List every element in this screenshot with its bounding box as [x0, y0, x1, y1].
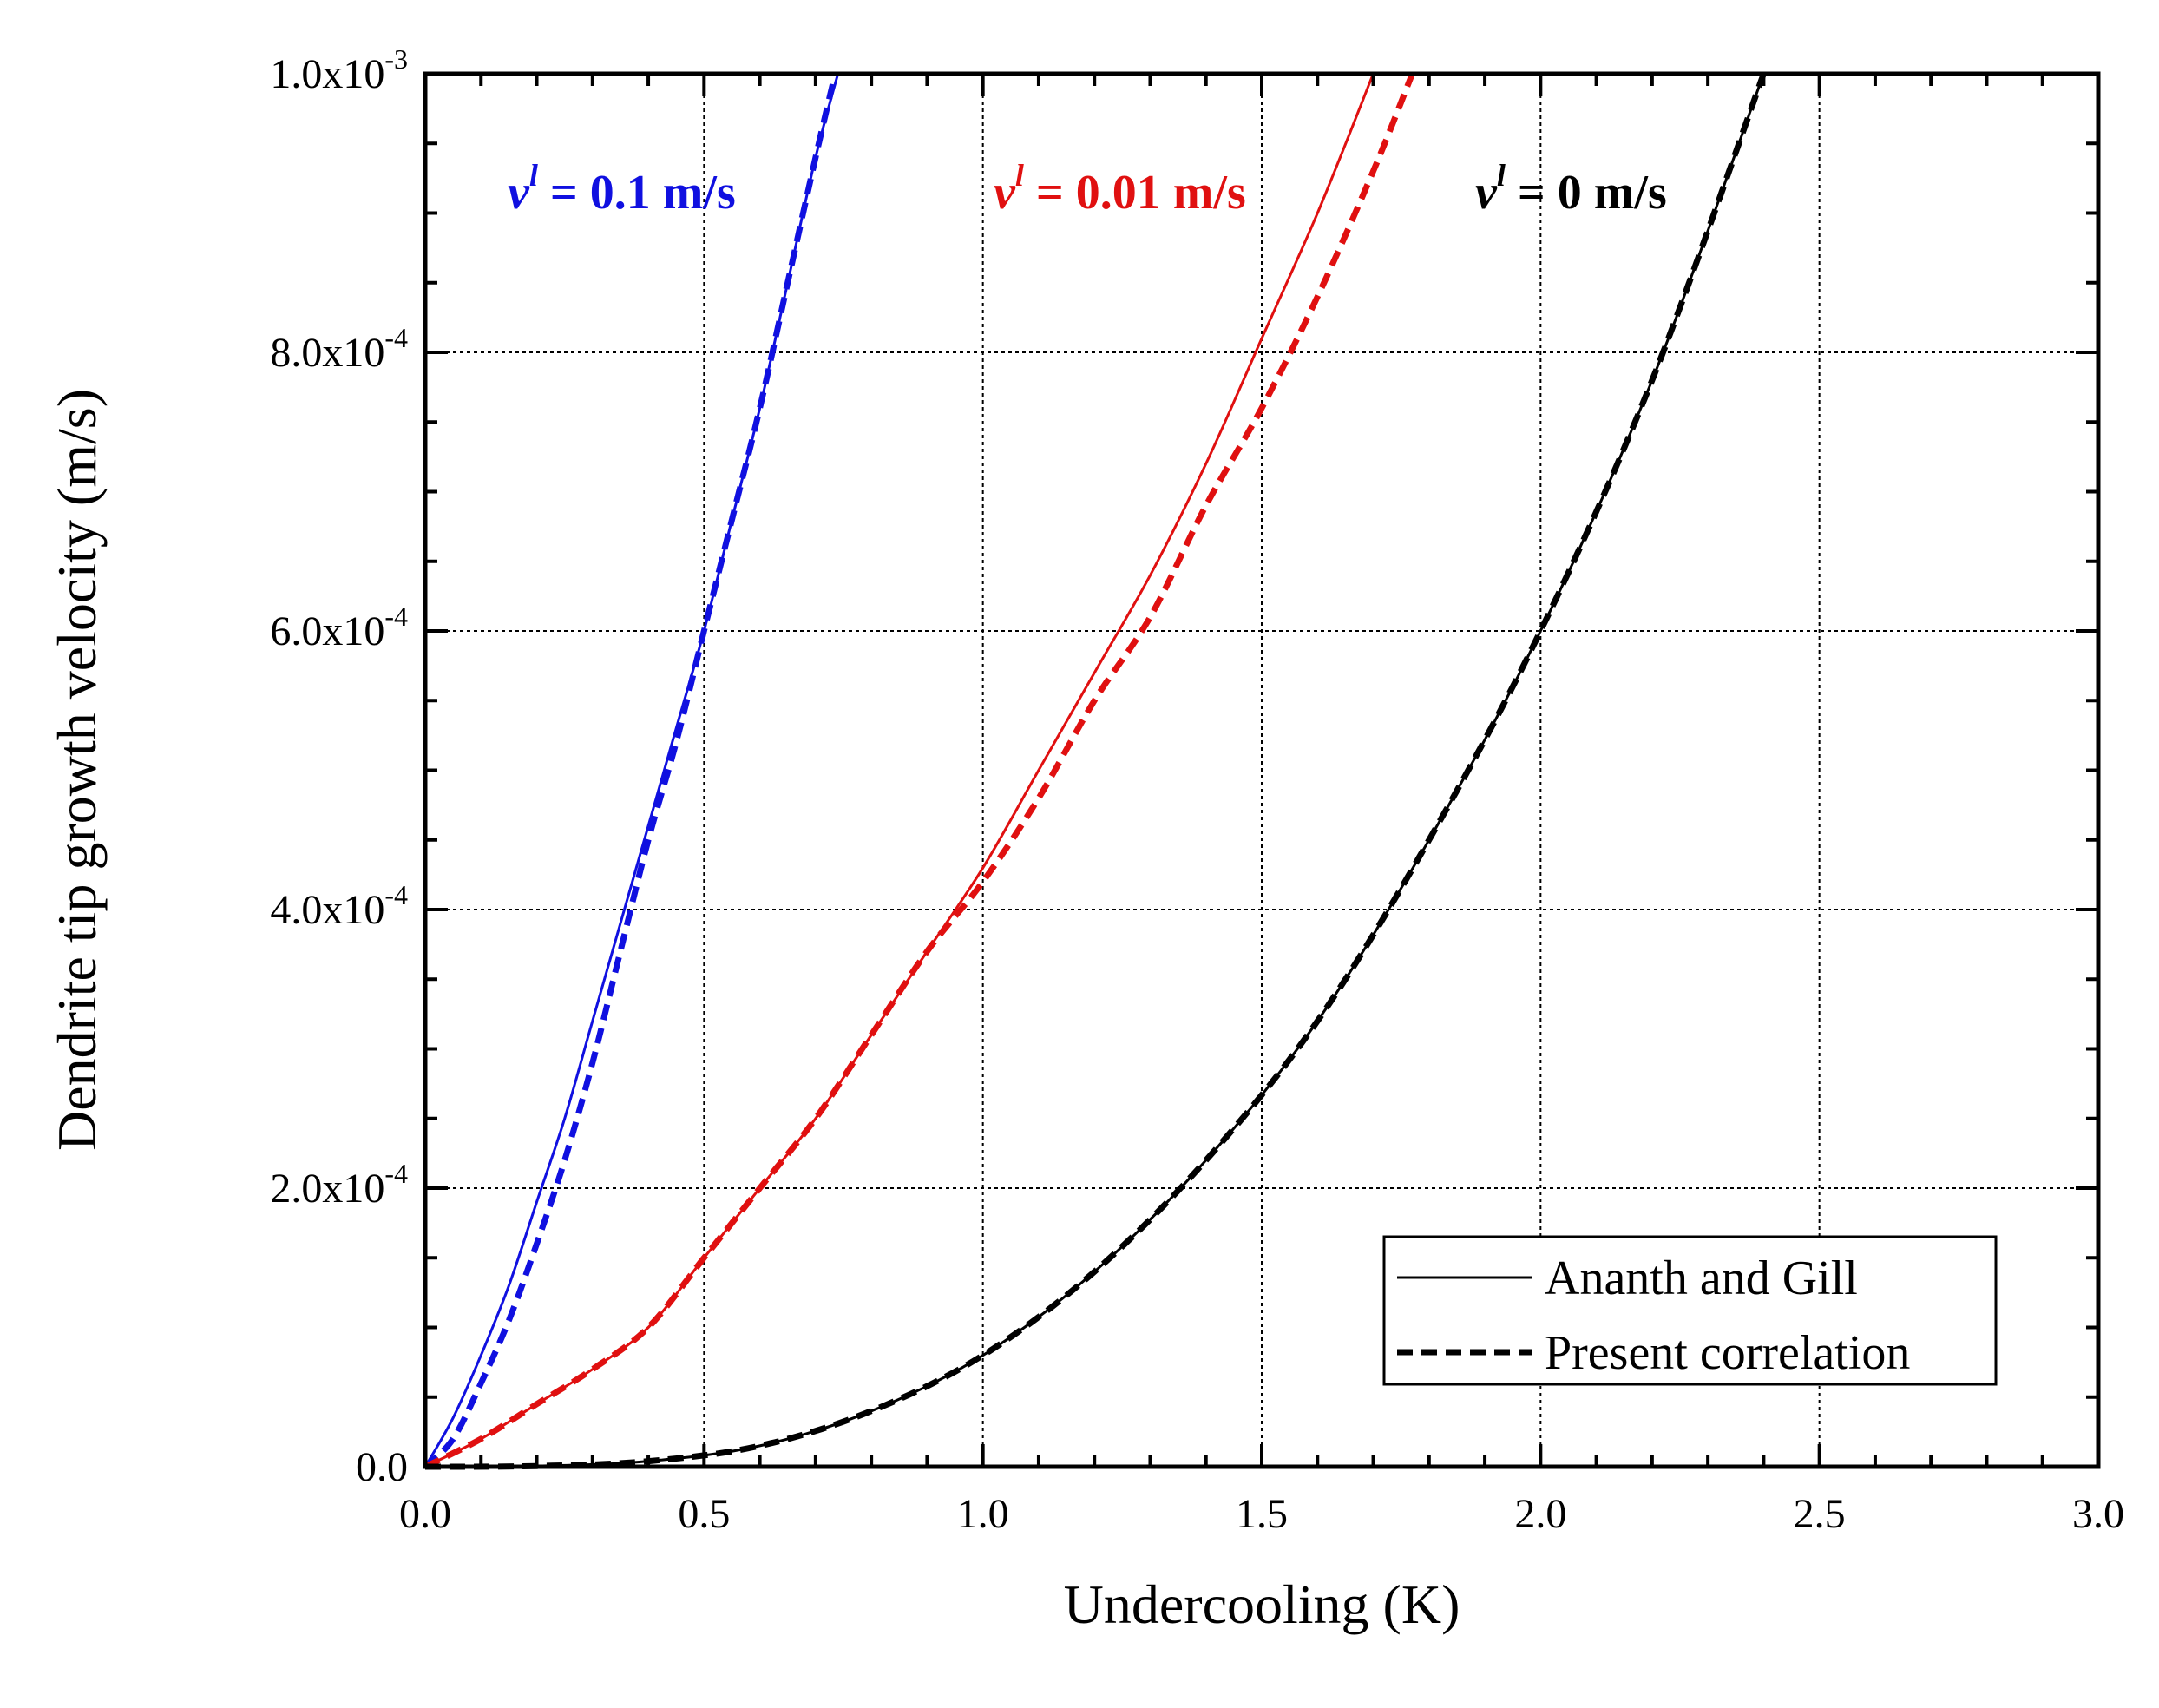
y-tick-exponent-5: -3	[384, 43, 408, 75]
curve-label-value: = 0.01 m/s	[1024, 166, 1246, 220]
curve-label-symbol: v	[508, 166, 530, 220]
curve-v0-dashed	[424, 72, 1767, 1470]
y-tick-exponent-4: -4	[384, 322, 408, 353]
y-tick-exponent-1: -4	[384, 1158, 408, 1189]
y-tick-mantissa-5: 1.0x10	[270, 51, 384, 97]
x-tick-label-3: 1.5	[1236, 1491, 1288, 1537]
y-tick-mantissa-0: 0.0	[356, 1444, 408, 1490]
x-tick-label-0: 0.0	[399, 1491, 451, 1537]
y-tick-mantissa-4: 8.0x10	[270, 330, 384, 376]
x-axis-title: Undercooling (K)	[1064, 1573, 1460, 1635]
curve-label-symbol: v	[994, 166, 1016, 220]
y-axis-title: Dendrite tip growth velocity (m/s)	[46, 389, 108, 1151]
y-tick-labels: 0.02.0x10-44.0x10-46.0x10-48.0x10-41.0x1…	[270, 43, 408, 1490]
curves	[423, 72, 1767, 1470]
curve-label-value: = 0 m/s	[1506, 166, 1667, 220]
y-tick-label-0: 0.0	[356, 1444, 408, 1490]
curve-v01-dashed	[423, 73, 838, 1469]
curve-label-value: = 0.1 m/s	[538, 166, 736, 220]
y-tick-label-1: 2.0x10-4	[270, 1158, 408, 1212]
legend-box	[1382, 1235, 1998, 1386]
x-tick-label-2: 1.0	[957, 1491, 1009, 1537]
y-tick-label-2: 4.0x10-4	[270, 879, 408, 933]
legend-label-ananth-gill: Ananth and Gill	[1545, 1251, 1858, 1305]
y-tick-mantissa-2: 4.0x10	[270, 887, 384, 933]
y-tick-exponent-2: -4	[384, 879, 408, 910]
curve-v001-dashed	[423, 72, 1415, 1470]
y-tick-label-4: 8.0x10-4	[270, 322, 408, 376]
y-tick-exponent-3: -4	[384, 601, 408, 632]
curve-label-superscript: l	[529, 158, 538, 193]
x-tick-labels: 0.0 0.5 1.0 1.5 2.0 2.5 3.0	[399, 1491, 2124, 1537]
legend-label-present-correlation: Present correlation	[1545, 1326, 1910, 1380]
y-tick-label-3: 6.0x10-4	[270, 601, 408, 654]
axis-ticks	[423, 72, 2100, 1468]
curve-annotations: vl = 0.1 m/s vl = 0.01 m/s vl = 0 m/s	[508, 158, 1667, 220]
y-tick-mantissa-1: 2.0x10	[270, 1166, 384, 1212]
x-tick-label-4: 2.0	[1514, 1491, 1566, 1537]
curve-label-symbol: v	[1475, 166, 1498, 220]
curve-label-v0: vl = 0 m/s	[1475, 158, 1667, 220]
curve-label-superscript: l	[1497, 158, 1506, 193]
y-tick-mantissa-3: 6.0x10	[270, 608, 384, 654]
curve-label-superscript: l	[1015, 158, 1024, 193]
curve-label-v001: vl = 0.01 m/s	[994, 158, 1246, 220]
x-tick-label-5: 2.5	[1794, 1491, 1846, 1537]
x-tick-label-6: 3.0	[2072, 1491, 2124, 1537]
x-tick-label-1: 0.5	[678, 1491, 730, 1537]
curve-label-v01: vl = 0.1 m/s	[508, 158, 736, 220]
legend: Ananth and Gill Present correlation	[1382, 1235, 1998, 1386]
y-tick-label-5: 1.0x10-3	[270, 43, 408, 97]
